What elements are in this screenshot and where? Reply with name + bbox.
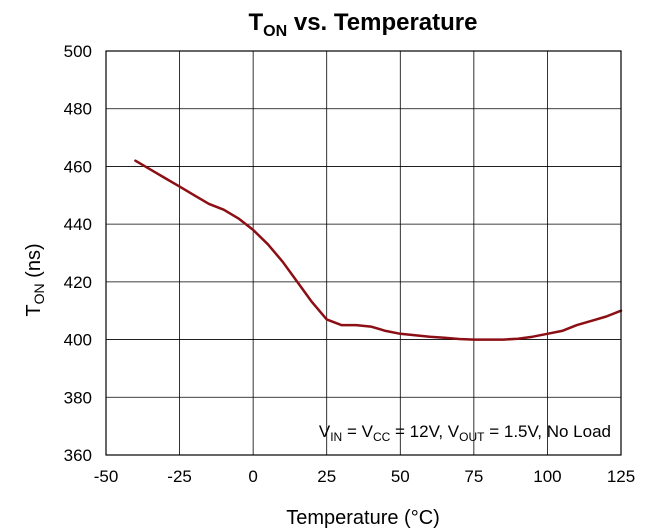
y-tick-label: 480 (64, 100, 92, 119)
series-line-ton (134, 159, 623, 341)
y-axis-tick-labels: 360 380 400 420 440 460 480 500 (64, 42, 92, 465)
x-tick-label: 100 (533, 467, 561, 486)
chart-title-rest: vs. Temperature (287, 9, 477, 36)
y-axis-label-subscript: ON (31, 283, 47, 304)
y-axis-label-main: T (23, 304, 45, 316)
x-axis-tick-labels: -50 -25 0 25 50 75 100 125 (94, 467, 635, 486)
chart-title: TON vs. Temperature (249, 9, 478, 40)
annotation-subscript: CC (373, 430, 391, 444)
x-tick-label: 25 (317, 467, 336, 486)
y-axis-label-rest: (ns) (23, 243, 45, 283)
chart-title-subscript: ON (263, 23, 287, 40)
chart-title-main: T (249, 9, 264, 36)
x-tick-label: 50 (391, 467, 410, 486)
y-tick-label: 380 (64, 388, 92, 407)
x-tick-label: -25 (167, 467, 192, 486)
plot-area-border (105, 50, 622, 456)
y-tick-label: 400 (64, 331, 92, 350)
x-tick-label: 125 (607, 467, 635, 486)
condition-annotation: VIN = VCC = 12V, VOUT = 1.5V, No Load (319, 422, 611, 444)
x-tick-label: -50 (94, 467, 119, 486)
y-axis-label: TON (ns) (23, 243, 47, 316)
annotation-text: = 12V, V (390, 422, 460, 441)
annotation-text: = V (342, 422, 373, 441)
x-axis-label: Temperature (°C) (286, 507, 440, 529)
y-tick-label: 360 (64, 446, 92, 465)
x-tick-label: 0 (248, 467, 257, 486)
data-series (134, 159, 623, 341)
annotation-text: V (319, 422, 331, 441)
annotation-subscript: OUT (459, 430, 485, 444)
y-tick-label: 420 (64, 273, 92, 292)
annotation-subscript: IN (330, 430, 342, 444)
x-tick-label: 75 (464, 467, 483, 486)
y-tick-label: 500 (64, 42, 92, 61)
annotation-text: = 1.5V, No Load (484, 422, 611, 441)
y-tick-label: 440 (64, 215, 92, 234)
y-tick-label: 460 (64, 157, 92, 176)
grid-lines (105, 50, 622, 456)
